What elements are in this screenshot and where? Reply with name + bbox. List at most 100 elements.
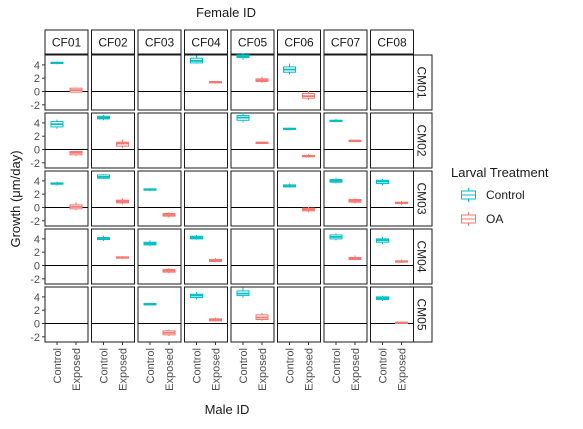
boxplot-control — [97, 174, 110, 179]
boxplot-exposed — [348, 255, 362, 261]
panel-border — [230, 170, 275, 227]
panel-border — [277, 170, 321, 227]
panel-border — [184, 170, 228, 227]
x-tick-label: Exposed — [164, 348, 176, 391]
boxplot-exposed — [209, 258, 222, 263]
row-strips: CM01 CM02 CM03 CM04 CM05 — [410, 54, 433, 343]
col-strip-box — [44, 29, 89, 55]
panel-border — [323, 286, 368, 343]
boxplot-control — [329, 233, 343, 241]
panel-border — [44, 286, 89, 343]
y-tick-label: 2 — [34, 247, 40, 259]
panel-border — [277, 286, 321, 343]
row-strip-label: CM01 — [415, 66, 429, 98]
y-tick-label: 0 — [34, 145, 40, 157]
boxplot-control — [236, 112, 250, 123]
panel-border — [91, 170, 135, 227]
row-strip-label: CM02 — [415, 124, 429, 156]
panel-border — [277, 228, 321, 285]
panel-border — [44, 228, 89, 285]
panel-border — [184, 112, 228, 169]
boxplot-control — [50, 61, 64, 65]
y-tick-label: 2 — [34, 189, 40, 201]
boxplot-exposed — [395, 200, 408, 205]
boxplot-control — [329, 177, 343, 184]
legend-label: OA — [486, 212, 503, 226]
boxplot-exposed — [162, 212, 176, 218]
boxplot-exposed — [255, 141, 269, 145]
boxplot-control — [283, 127, 296, 131]
boxplot-exposed — [209, 317, 222, 322]
panel-border — [277, 112, 321, 169]
y-tick-label: -2 — [30, 158, 40, 170]
y-tick-label: 4 — [34, 234, 40, 246]
x-tick-label: Exposed — [257, 348, 269, 391]
panel-border — [230, 228, 275, 285]
boxplot-control — [143, 188, 157, 191]
x-tick-label: Control — [192, 348, 204, 383]
x-tick-label: Control — [52, 348, 64, 383]
y-tick-label: 2 — [34, 131, 40, 143]
boxplot-exposed — [69, 87, 83, 93]
legend-label: Control — [486, 188, 525, 202]
boxplot-control — [143, 302, 157, 306]
col-strip-box — [184, 29, 228, 55]
boxplot-exposed — [69, 150, 83, 157]
y-tick-label: 4 — [34, 118, 40, 130]
panel-border — [44, 170, 89, 227]
x-tick-label: Control — [99, 348, 111, 383]
y-tick-label: -2 — [30, 332, 40, 344]
y-tick-label: 0 — [34, 87, 40, 99]
boxplot-exposed — [116, 139, 129, 149]
boxplot-exposed — [348, 139, 362, 143]
x-tick-label: Exposed — [350, 348, 362, 391]
x-tick-label: Exposed — [397, 348, 409, 391]
boxplot-exposed — [395, 321, 408, 325]
col-strip-box — [370, 29, 414, 55]
boxplot-exposed — [302, 154, 315, 158]
boxplot-exposed — [162, 329, 176, 337]
boxplot-exposed — [209, 80, 222, 84]
boxplot-control — [143, 240, 157, 247]
panel-border — [370, 286, 414, 343]
y-tick-label: -2 — [30, 216, 40, 228]
x-tick-label: Control — [238, 348, 250, 383]
col-strip-label: CF07 — [331, 36, 361, 50]
col-strip-label: CF01 — [52, 36, 82, 50]
boxplot-control — [50, 119, 64, 129]
panel-border — [370, 112, 414, 169]
boxplot-control — [283, 63, 296, 75]
boxplot-exposed — [395, 259, 408, 263]
y-tick-label: 2 — [34, 73, 40, 85]
panel-border — [137, 228, 182, 285]
col-strip-label: CF05 — [238, 36, 268, 50]
boxplot-control — [376, 178, 389, 186]
boxplot-exposed — [255, 76, 269, 83]
panel-border — [230, 54, 275, 111]
y-tick-label: 0 — [34, 319, 40, 331]
panel-border — [323, 54, 368, 111]
boxplot-exposed — [348, 198, 362, 204]
panel-border — [230, 112, 275, 169]
x-axis-title: Male ID — [205, 402, 250, 417]
y-tick-label: 0 — [34, 261, 40, 273]
boxplot-control — [376, 295, 389, 301]
col-strip-box — [137, 29, 182, 55]
row-strip-label: CM05 — [415, 298, 429, 330]
legend: Larval Treatment Control OA — [451, 165, 549, 227]
panel-border — [370, 54, 414, 111]
panel-border — [370, 170, 414, 227]
y-tick-label: 4 — [34, 292, 40, 304]
row-strip-label: CM03 — [415, 182, 429, 214]
y-tick-label: 2 — [34, 305, 40, 317]
col-strip-box — [277, 29, 321, 55]
panel-border — [277, 54, 321, 111]
col-strip-label: CF04 — [191, 36, 221, 50]
boxplot-exposed — [302, 206, 315, 213]
top-strip-title: Female ID — [196, 5, 256, 20]
panel-border — [91, 112, 135, 169]
panel-border — [91, 54, 135, 111]
y-tick-label: -2 — [30, 100, 40, 112]
boxplot-exposed — [116, 198, 129, 205]
